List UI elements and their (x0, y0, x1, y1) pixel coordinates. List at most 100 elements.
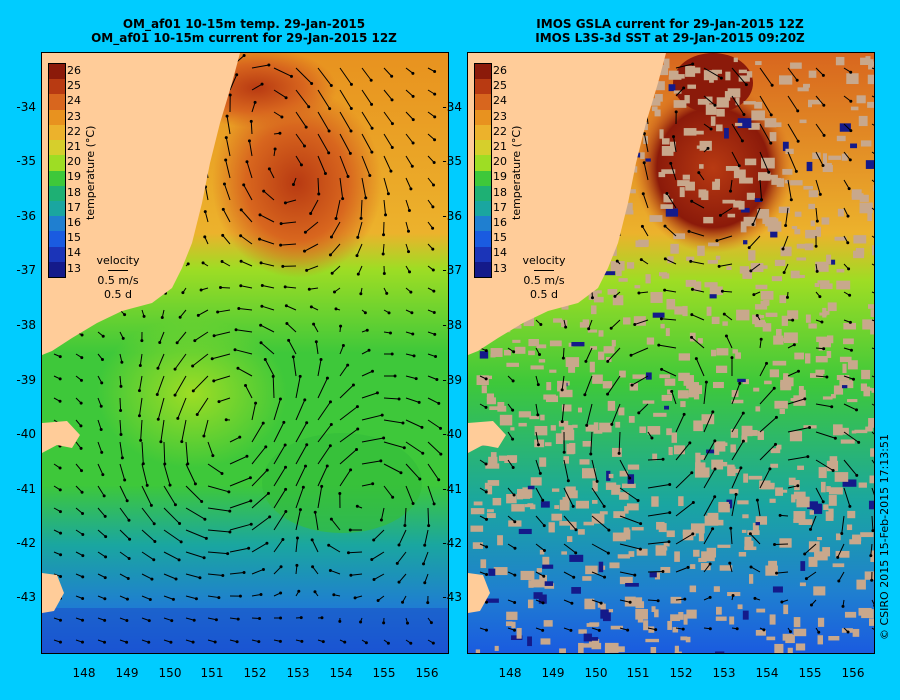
missing-data-pixel (755, 516, 768, 525)
velocity-arrow (335, 199, 341, 219)
velocity-arrow (311, 539, 319, 553)
velocity-arrow (837, 543, 845, 558)
right-colorbar-title: temperature (°C) (510, 125, 523, 220)
velocity-arrow (563, 543, 577, 554)
velocity-arrow-head (599, 601, 603, 605)
velocity-arrow-head (768, 467, 772, 471)
velocity-arrow-head (258, 213, 262, 217)
missing-data-pixel (805, 353, 811, 364)
missing-data-pixel (823, 504, 829, 510)
missing-data-pixel (561, 551, 567, 555)
velocity-arrow-head (58, 510, 62, 514)
velocity-arrow (181, 419, 187, 442)
velocity-arrow-head (694, 357, 698, 361)
missing-data-pixel (572, 424, 578, 428)
missing-data-pixel (493, 567, 508, 576)
missing-data-pixel (817, 537, 822, 541)
missing-data-pixel (852, 534, 861, 539)
velocity-arrow (591, 599, 602, 604)
velocity-arrow (163, 529, 182, 543)
velocity-arrow (619, 599, 631, 603)
missing-data-pixel (542, 556, 550, 566)
velocity-arrow-head (329, 235, 333, 239)
missing-data-pixel (652, 453, 658, 461)
velocity-arrow (240, 260, 253, 267)
missing-data-pixel (752, 522, 759, 534)
velocity-arrow-head (484, 349, 488, 353)
missing-data-pixel (779, 408, 785, 415)
velocity-arrow-head (741, 439, 745, 443)
velocity-arrow (675, 87, 685, 97)
missing-data-pixel (871, 245, 874, 256)
velocity-arrow-head (356, 272, 360, 276)
velocity-arrow (619, 515, 641, 525)
y-axis-tick-label: -35 (16, 154, 36, 168)
missing-data-pixel (735, 352, 741, 359)
velocity-arrow (759, 151, 770, 173)
missing-data-pixel (658, 172, 666, 178)
velocity-arrow (229, 500, 251, 509)
velocity-arrow (245, 385, 253, 399)
missing-data-pixel (743, 473, 749, 483)
velocity-arrow-head (848, 320, 852, 324)
velocity-arrow-head (227, 490, 231, 494)
missing-data-pixel (744, 158, 757, 166)
velocity-arrow-head (584, 359, 588, 363)
velocity-arrow-head (431, 641, 435, 645)
velocity-arrow-head (310, 538, 314, 542)
missing-data-pixel (850, 143, 858, 149)
velocity-arrow-head (401, 421, 405, 425)
velocity-arrow-head (749, 269, 753, 273)
velocity-arrow-head (541, 628, 545, 632)
velocity-arrow-head (484, 462, 488, 466)
missing-data-pixel (674, 306, 684, 315)
velocity-arrow-head (341, 197, 345, 201)
y-axis-tick-label: -43 (442, 590, 462, 604)
missing-data-pixel (743, 216, 756, 227)
velocity-arrow-head (431, 268, 435, 272)
velocity-arrow-head (846, 630, 850, 634)
missing-data-pixel (579, 459, 590, 465)
velocity-arrow (229, 477, 251, 487)
colorbar-swatch (49, 231, 65, 247)
velocity-arrow-head (484, 600, 488, 604)
colorbar-tick-label: 15 (493, 231, 507, 245)
velocity-arrow (339, 89, 352, 109)
velocity-arrow (841, 515, 845, 534)
velocity-arrow-head (137, 389, 141, 393)
missing-data-pixel (561, 429, 575, 441)
missing-data-pixel (599, 422, 612, 433)
missing-data-pixel (741, 435, 748, 443)
right-velocity-arrow-icon (514, 268, 574, 274)
velocity-arrow (405, 485, 414, 504)
missing-data-pixel (782, 168, 793, 175)
missing-data-pixel (659, 129, 664, 139)
velocity-arrow-head (147, 640, 151, 644)
missing-data-pixel (551, 513, 563, 521)
colorbar-swatch (475, 124, 491, 141)
missing-data-pixel (810, 220, 815, 227)
velocity-arrow-head (303, 398, 307, 402)
velocity-arrow-head (355, 504, 359, 508)
missing-data-pixel (583, 633, 592, 642)
velocity-arrow (618, 431, 621, 454)
colorbar-swatch (49, 140, 65, 156)
velocity-arrow-head (239, 234, 243, 238)
missing-data-pixel (665, 328, 670, 337)
velocity-arrow-head (81, 575, 85, 579)
velocity-arrow (223, 183, 231, 201)
missing-data-pixel (588, 290, 598, 300)
missing-data-pixel (867, 74, 874, 85)
velocity-arrow (295, 89, 310, 107)
missing-data-pixel (544, 583, 555, 589)
missing-data-pixel (678, 496, 684, 507)
velocity-arrow-head (706, 146, 710, 150)
velocity-arrow-head (191, 364, 195, 368)
velocity-arrow-head (267, 63, 271, 67)
velocity-arrow (641, 226, 649, 237)
velocity-arrow (759, 67, 773, 86)
velocity-arrow (871, 347, 874, 350)
velocity-arrow-head (363, 311, 367, 315)
missing-data-pixel (680, 636, 688, 641)
velocity-arrow (317, 177, 320, 194)
